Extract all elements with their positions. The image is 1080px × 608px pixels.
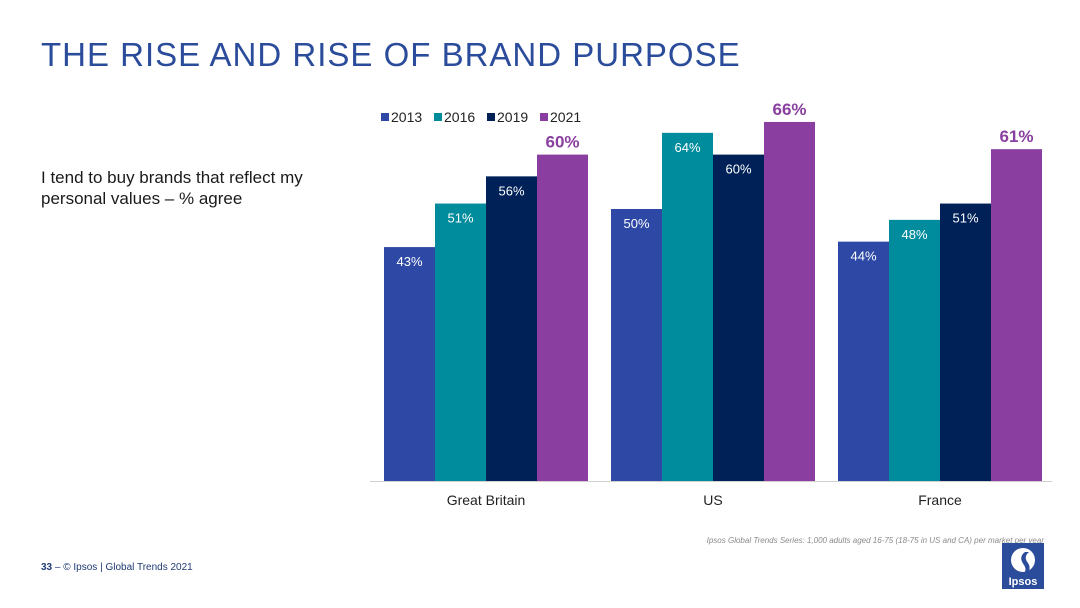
data-label: 64% xyxy=(674,140,700,155)
legend-label: 2019 xyxy=(497,109,528,125)
legend-swatch-2013 xyxy=(381,113,389,121)
ipsos-logo: Ipsos xyxy=(1002,543,1044,589)
legend-label: 2021 xyxy=(550,109,581,125)
legend-swatch-2019 xyxy=(487,113,495,121)
bar-2016-great-britain xyxy=(435,203,486,481)
bar-2013-us xyxy=(611,209,662,481)
data-label: 61% xyxy=(999,127,1033,146)
data-label: 43% xyxy=(396,254,422,269)
x-tick-label: France xyxy=(918,492,962,508)
data-label: 60% xyxy=(725,162,751,177)
legend-label: 2016 xyxy=(444,109,475,125)
data-label: 51% xyxy=(952,211,978,226)
bar-2021-us xyxy=(764,121,815,482)
footer: 33 – © Ipsos | Global Trends 2021 xyxy=(41,562,193,573)
bar-2013-great-britain xyxy=(384,247,435,481)
page-title: THE RISE AND RISE OF BRAND PURPOSE xyxy=(41,36,741,73)
x-tick-label: US xyxy=(703,492,722,508)
question-text: I tend to buy brands that reflect my per… xyxy=(41,168,303,208)
legend-swatch-2016 xyxy=(434,113,442,121)
source-note: Ipsos Global Trends Series: 1,000 adults… xyxy=(706,536,1044,545)
bar-2013-france xyxy=(838,241,889,481)
data-label: 56% xyxy=(498,183,524,198)
bar-2019-great-britain xyxy=(486,176,537,482)
bar-2016-france xyxy=(889,219,940,481)
data-label: 60% xyxy=(545,133,579,152)
data-label: 66% xyxy=(772,100,806,119)
legend-label: 2013 xyxy=(391,109,422,125)
bar-2021-france xyxy=(991,149,1042,481)
data-label: 51% xyxy=(447,211,473,226)
bar-2016-us xyxy=(662,132,713,481)
data-label: 50% xyxy=(623,216,649,231)
data-label: 48% xyxy=(901,227,927,242)
footer-text: – © Ipsos | Global Trends 2021 xyxy=(54,562,193,573)
page-number: 33 xyxy=(41,562,53,573)
bar-2021-great-britain xyxy=(537,154,588,481)
bar-2019-france xyxy=(940,203,991,481)
x-tick-label: Great Britain xyxy=(447,492,526,508)
data-label: 44% xyxy=(850,249,876,264)
legend-swatch-2021 xyxy=(540,113,548,121)
logo-text: Ipsos xyxy=(1009,576,1038,588)
bar-2019-us xyxy=(713,154,764,481)
